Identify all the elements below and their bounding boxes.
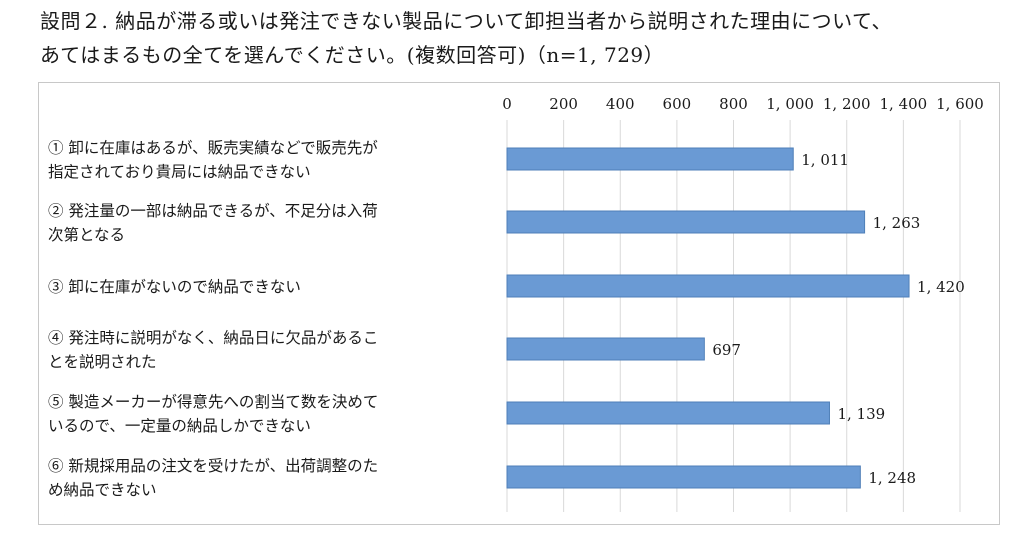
- bar: [506, 337, 705, 361]
- category-label: ⑥ 新規採用品の注文を受けたが、出荷調整のた: [48, 457, 378, 475]
- question-line-1: 設問２. 納品が滞る或いは発注できない製品について卸担当者から説明された理由につ…: [40, 9, 893, 33]
- category-label: とを説明された: [48, 353, 157, 371]
- x-tick-label: 1, 000: [766, 95, 814, 113]
- value-label: 1, 263: [873, 214, 921, 232]
- question-line-2: あてはまるもの全てを選んでください。(複数回答可)（n=1, 729）: [40, 43, 665, 67]
- bar: [506, 274, 910, 298]
- bar: [506, 465, 861, 489]
- bar: [506, 401, 830, 425]
- value-label: 1, 248: [868, 469, 916, 487]
- x-tick-label: 1, 600: [936, 95, 984, 113]
- value-label: 1, 139: [837, 405, 885, 423]
- category-label: ① 卸に在庫はあるが、販売実績などで販売先が: [48, 139, 378, 157]
- category-label: ② 発注量の一部は納品できるが、不足分は入荷: [48, 202, 378, 220]
- x-tick-label: 200: [549, 95, 578, 113]
- category-label: め納品できない: [48, 481, 157, 499]
- value-label: 1, 420: [917, 278, 965, 296]
- category-label: ④ 発注時に説明がなく、納品日に欠品があるこ: [48, 329, 378, 347]
- value-label: 697: [712, 341, 741, 359]
- category-label: ⑤ 製造メーカーが得意先への割当て数を決めて: [48, 392, 378, 411]
- x-tick-label: 400: [606, 95, 635, 113]
- x-tick-label: 1, 200: [823, 95, 871, 113]
- x-tick-label: 0: [502, 95, 512, 113]
- value-label: 1, 011: [801, 151, 849, 169]
- question-text: 設問２. 納品が滞る或いは発注できない製品について卸担当者から説明された理由につ…: [40, 4, 1020, 72]
- category-label: 次第となる: [48, 226, 125, 244]
- category-label: いるので、一定量の納品しかできない: [48, 417, 311, 435]
- x-tick-label: 800: [719, 95, 748, 113]
- category-label: ③ 卸に在庫がないので納品できない: [48, 278, 301, 296]
- chart-frame: [38, 82, 1000, 525]
- category-label: 指定されており貴局には納品できない: [48, 163, 311, 181]
- x-tick-label: 1, 400: [880, 95, 928, 113]
- x-tick-label: 600: [663, 95, 692, 113]
- bar: [506, 147, 794, 171]
- bar: [506, 210, 866, 234]
